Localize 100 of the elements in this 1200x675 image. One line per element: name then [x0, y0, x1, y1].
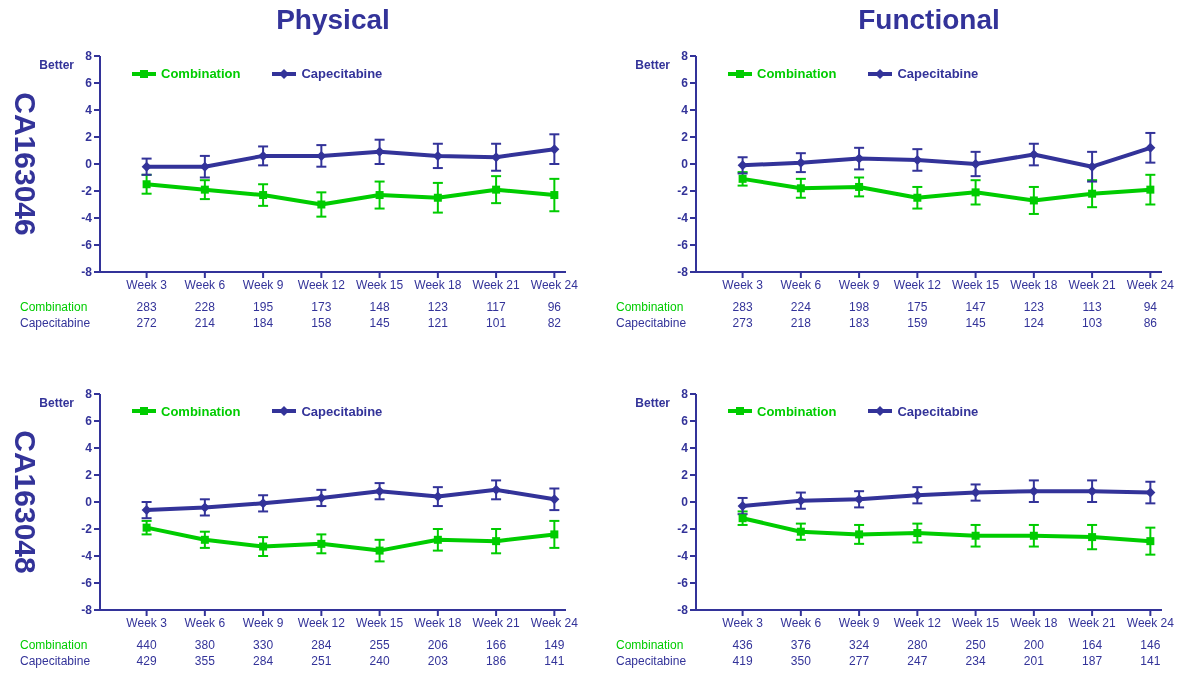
point — [317, 539, 326, 548]
x-tick-label: Week 9 — [838, 615, 880, 630]
point — [855, 182, 864, 191]
point — [491, 484, 502, 495]
text: 149 — [543, 637, 566, 652]
point — [375, 191, 384, 200]
text: 251 — [310, 653, 333, 668]
y-tick-label: -2 — [677, 521, 689, 536]
text: Combination — [616, 637, 685, 652]
x-tick-label: Week 3 — [126, 277, 168, 292]
x-tick-label: Week 12 — [893, 615, 942, 630]
text: 94 — [1142, 300, 1158, 314]
point — [1029, 531, 1038, 540]
point — [913, 528, 922, 537]
text: 166 — [485, 637, 508, 652]
text: 173 — [310, 300, 333, 314]
point — [796, 184, 805, 193]
text: Capecitabine — [616, 316, 688, 330]
text: 228 — [193, 300, 216, 314]
y-tick-label: 2 — [85, 130, 93, 145]
text: 141 — [1139, 653, 1162, 668]
y-tick-label: -8 — [677, 265, 689, 280]
text: 240 — [368, 653, 391, 668]
y-tick-label: -6 — [81, 575, 93, 590]
text: 123 — [426, 300, 449, 314]
y-axis-title: CA163048 — [8, 429, 42, 574]
y-tick-label: 6 — [681, 413, 689, 428]
chart-title: Functional — [857, 4, 1001, 36]
point — [550, 191, 559, 200]
y-tick-label: 6 — [85, 76, 93, 91]
point — [317, 200, 326, 209]
point — [855, 529, 864, 538]
text: 158 — [310, 316, 333, 330]
text: 419 — [731, 653, 754, 668]
text: 272 — [135, 316, 158, 330]
point — [550, 529, 559, 538]
point — [796, 527, 805, 536]
text: 440 — [135, 637, 158, 652]
point — [433, 193, 442, 202]
text: 284 — [252, 653, 275, 668]
text: 283 — [731, 300, 754, 314]
legend-label: Combination — [161, 66, 241, 81]
legend-label: Combination — [161, 403, 241, 419]
text: 250 — [964, 637, 987, 652]
y-tick-label: 2 — [681, 130, 689, 145]
x-tick-label: Week 6 — [184, 277, 226, 292]
text: Combination — [20, 637, 89, 652]
text: 145 — [368, 316, 391, 330]
text: 183 — [848, 316, 871, 330]
y-tick-label: -2 — [677, 184, 689, 199]
x-tick-label: Week 18 — [414, 277, 462, 292]
text: 113 — [1081, 300, 1103, 314]
point — [375, 546, 384, 555]
point — [1088, 532, 1097, 541]
text: 146 — [1139, 637, 1162, 652]
x-tick-label: Week 6 — [780, 615, 822, 630]
point — [738, 174, 747, 183]
point — [259, 542, 268, 551]
point — [200, 185, 209, 194]
point — [1087, 161, 1098, 172]
legend-label: Combination — [757, 66, 837, 81]
text: 284 — [310, 637, 333, 652]
x-tick-label: Week 21 — [1068, 277, 1116, 292]
text: 224 — [789, 300, 812, 314]
x-tick-label: Week 18 — [414, 615, 462, 630]
text: 186 — [485, 653, 508, 668]
text: 200 — [1022, 637, 1045, 652]
x-tick-label: Week 21 — [472, 615, 520, 630]
point — [737, 500, 748, 511]
point — [549, 493, 560, 504]
text: 234 — [964, 653, 987, 668]
text: 273 — [731, 316, 754, 330]
point — [1145, 142, 1156, 153]
text: 103 — [1081, 316, 1104, 330]
y-tick-label: 2 — [85, 467, 93, 482]
text: 350 — [789, 653, 812, 668]
y-tick-label: 8 — [85, 386, 93, 401]
text: Better — [634, 58, 670, 72]
point — [492, 185, 501, 194]
text: 101 — [485, 316, 508, 330]
point — [738, 513, 747, 522]
x-tick-label: Week 12 — [297, 615, 346, 630]
y-tick-label: -6 — [677, 575, 689, 590]
point — [316, 492, 327, 503]
x-tick-label: Week 24 — [530, 277, 579, 292]
text: Better — [38, 58, 74, 72]
x-tick-label: Week 9 — [242, 615, 284, 630]
text: 218 — [789, 316, 812, 330]
text: 380 — [193, 637, 216, 652]
text: Capecitabine — [20, 653, 92, 668]
text: 187 — [1081, 653, 1104, 668]
y-tick-label: 4 — [681, 103, 689, 118]
text: Better — [38, 395, 74, 410]
text: 214 — [193, 316, 216, 330]
x-tick-label: Week 21 — [1068, 615, 1116, 630]
y-tick-label: -8 — [81, 265, 93, 280]
x-tick-label: Week 18 — [1010, 615, 1058, 630]
x-tick-label: Week 18 — [1010, 277, 1058, 292]
x-tick-label: Week 12 — [297, 277, 346, 292]
x-tick-label: Week 6 — [780, 277, 822, 292]
